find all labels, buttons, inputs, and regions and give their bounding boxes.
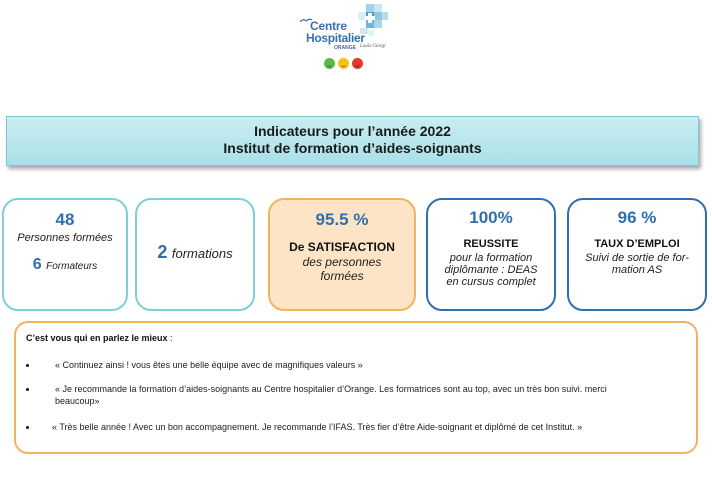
bullet-icon [26,426,29,429]
employment-line1: Suivi de sortie de for- [585,252,689,264]
trainers-label: Formateurs [46,261,98,272]
satisfaction-line1: des personnes [302,255,382,269]
title-banner: Indicateurs pour l’année 2022 Institut d… [6,116,699,166]
bird-icon [300,18,312,23]
card-trained-people: 48 Personnes formées 6 Formateurs [2,198,128,311]
testimonial-text-continued: beaucoup» [55,396,100,406]
testimonial-item: « Je recommande la formation d’aides-soi… [26,383,696,409]
trainers-count: 6 [32,256,42,273]
bullet-icon [26,388,29,391]
satisfaction-line2: formées [320,269,364,283]
hospital-logo: Centre Hospitalier ORANGE Louis Giorgi [300,2,390,76]
logo-city: ORANGE [334,45,356,51]
yellow-smiley-icon [338,58,349,69]
testimonial-text: « Continuez ainsi ! vous êtes une belle … [55,360,363,370]
red-smiley-icon [352,58,363,69]
trainers-row: 6 Formateurs [4,256,126,274]
success-value: 100% [469,208,513,227]
testimonials-title-tail: : [167,333,173,343]
testimonials-title-bold: C’est vous qui en parlez le mieux [26,333,168,343]
employment-line2: mation AS [611,264,663,276]
testimonial-text: « Je recommande la formation d’aides-soi… [55,384,607,394]
card-employment: 96 % TAUX D’EMPLOI Suivi de sortie de fo… [567,198,707,311]
logo-name-line2: Hospitalier [306,31,365,45]
card-satisfaction: 95.5 % De SATISFACTION des personnes for… [268,198,416,311]
logo-name-line1: Centre [310,19,347,33]
formations-row: 2 formations [137,242,253,263]
testimonial-text: « Très belle année ! Avec un bon accompa… [52,422,583,432]
formations-count: 2 [157,242,168,262]
testimonials-title: C’est vous qui en parlez le mieux : [26,333,173,343]
satisfaction-label: De SATISFACTION [289,240,395,254]
trained-count: 48 [55,210,75,229]
success-line1: pour la formation [449,252,533,264]
green-smiley-icon [324,58,335,69]
formations-label: formations [171,246,233,261]
page-title: Indicateurs pour l’année 2022 [254,123,451,139]
card-formations: 2 formations [135,198,255,311]
employment-value: 96 % [617,208,657,227]
success-line3: en cursus complet [446,276,536,288]
logo-signature: Louis Giorgi [360,44,386,49]
satisfaction-value: 95.5 % [315,210,369,229]
smiley-indicators [324,58,363,69]
success-label: REUSSITE [463,238,519,250]
testimonials-box: C’est vous qui en parlez le mieux : « Co… [14,321,698,454]
card-success: 100% REUSSITE pour la formation diplôman… [426,198,556,311]
employment-label: TAUX D’EMPLOI [594,238,680,250]
cross-mosaic-icon [358,4,388,36]
success-line2: diplômante : DEAS [444,264,538,276]
trained-label: Personnes formées [17,232,113,244]
bullet-icon [26,364,29,367]
page-subtitle: Institut de formation d’aides-soignants [223,140,482,156]
